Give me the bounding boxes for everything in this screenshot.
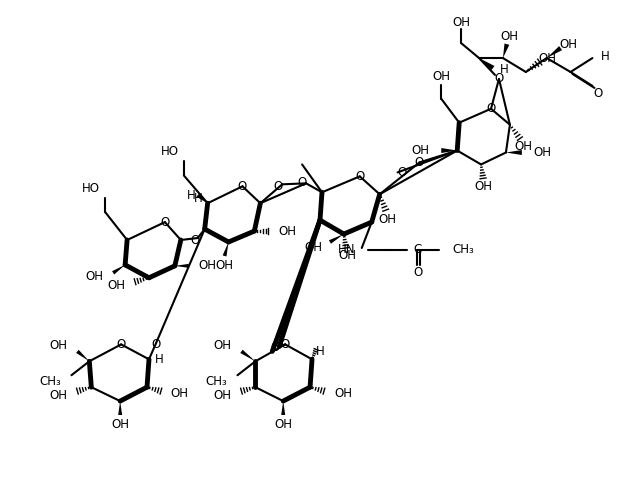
Text: H: H	[155, 353, 164, 366]
Text: OH: OH	[49, 339, 67, 352]
Text: OH: OH	[339, 249, 357, 262]
Text: OH: OH	[515, 140, 533, 153]
Polygon shape	[76, 350, 90, 361]
Text: H: H	[316, 345, 324, 358]
Text: OH: OH	[49, 389, 67, 401]
Text: OH: OH	[278, 225, 296, 238]
Text: HN: HN	[339, 243, 356, 256]
Text: OH: OH	[412, 144, 429, 157]
Text: HO: HO	[161, 145, 179, 158]
Text: OH: OH	[534, 146, 552, 159]
Text: C: C	[413, 243, 422, 256]
Text: OH: OH	[379, 213, 397, 226]
Text: O: O	[494, 72, 504, 85]
Text: OH: OH	[214, 389, 232, 401]
Text: OH: OH	[85, 270, 103, 284]
Text: O: O	[415, 156, 424, 169]
Polygon shape	[118, 401, 122, 415]
Text: H: H	[500, 63, 509, 76]
Text: O: O	[238, 180, 247, 193]
Text: OH: OH	[539, 52, 557, 65]
Text: O: O	[280, 338, 290, 351]
Text: OH: OH	[107, 279, 125, 292]
Text: OH: OH	[198, 259, 217, 272]
Polygon shape	[479, 58, 495, 70]
Text: OH: OH	[111, 418, 129, 431]
Polygon shape	[329, 234, 344, 244]
Text: H: H	[600, 50, 609, 63]
Text: CH₃: CH₃	[206, 375, 228, 388]
Text: O: O	[414, 266, 423, 279]
Text: OH: OH	[432, 71, 451, 84]
Text: OH: OH	[559, 38, 577, 51]
Text: HO: HO	[83, 182, 100, 195]
Text: H: H	[187, 189, 196, 202]
Polygon shape	[240, 350, 255, 361]
Polygon shape	[442, 148, 457, 153]
Text: O: O	[151, 338, 161, 351]
Text: OH: OH	[171, 386, 189, 399]
Text: OH: OH	[216, 259, 234, 272]
Text: O: O	[486, 102, 495, 115]
Text: O: O	[298, 176, 307, 189]
Text: O: O	[160, 215, 170, 228]
Polygon shape	[196, 194, 207, 203]
Polygon shape	[506, 150, 522, 155]
Text: OH: OH	[274, 418, 292, 431]
Text: O: O	[594, 87, 603, 100]
Text: CH₃: CH₃	[452, 243, 474, 256]
Polygon shape	[503, 43, 509, 58]
Text: O: O	[116, 338, 126, 351]
Text: OH: OH	[214, 339, 232, 352]
Text: H: H	[194, 192, 203, 205]
Text: O: O	[274, 180, 283, 193]
Text: OH: OH	[500, 29, 518, 43]
Polygon shape	[281, 401, 285, 415]
Text: OH: OH	[334, 386, 352, 399]
Text: O: O	[190, 233, 199, 246]
Text: O: O	[355, 170, 364, 183]
Text: OH: OH	[452, 16, 470, 29]
Polygon shape	[175, 264, 189, 268]
Polygon shape	[547, 46, 562, 58]
Text: O: O	[397, 166, 406, 179]
Text: OH: OH	[304, 242, 322, 255]
Text: CH₃: CH₃	[40, 375, 61, 388]
Text: O: O	[271, 341, 280, 354]
Polygon shape	[112, 265, 125, 274]
Polygon shape	[223, 242, 228, 256]
Text: OH: OH	[474, 180, 492, 193]
